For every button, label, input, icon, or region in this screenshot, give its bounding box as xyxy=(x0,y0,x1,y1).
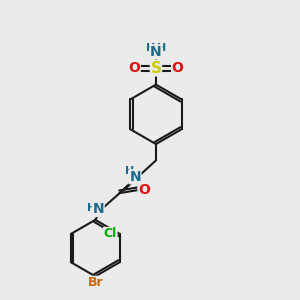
Text: H: H xyxy=(87,203,96,213)
Text: S: S xyxy=(150,61,161,76)
Text: H: H xyxy=(146,44,155,53)
Text: H: H xyxy=(125,167,134,176)
Text: Br: Br xyxy=(88,276,103,290)
Text: O: O xyxy=(172,61,184,75)
Text: N: N xyxy=(92,202,104,216)
Text: N: N xyxy=(129,170,141,184)
Text: N: N xyxy=(150,45,162,59)
Text: H: H xyxy=(157,44,166,53)
Text: Cl: Cl xyxy=(103,227,117,241)
Text: O: O xyxy=(138,183,150,197)
Text: O: O xyxy=(128,61,140,75)
